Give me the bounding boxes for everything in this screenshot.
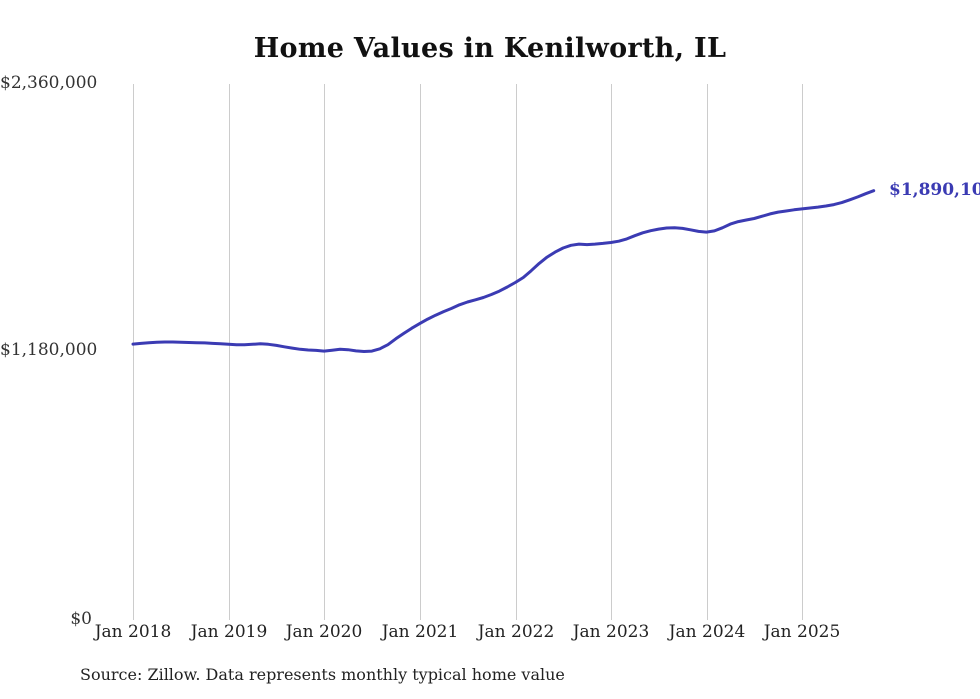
- x-tick-2022: Jan 2022: [477, 622, 555, 642]
- y-tick-mid: $1,180,000: [0, 340, 98, 360]
- gridline-2023: [611, 84, 612, 620]
- x-tick-2020: Jan 2020: [285, 622, 363, 642]
- gridline-2022: [516, 84, 517, 620]
- x-tick-2025: Jan 2025: [763, 622, 841, 642]
- x-tick-2018: Jan 2018: [94, 622, 172, 642]
- source-note: Source: Zillow. Data represents monthly …: [80, 665, 565, 684]
- x-tick-2024: Jan 2024: [668, 622, 746, 642]
- y-tick-zero: $0: [70, 609, 92, 629]
- gridline-2018: [133, 84, 134, 620]
- chart-title: Home Values in Kenilworth, IL: [253, 33, 727, 64]
- x-tick-2021: Jan 2021: [381, 622, 459, 642]
- y-tick-max: $2,360,000: [0, 73, 98, 93]
- value-line: [131, 189, 876, 353]
- end-value-label: $1,890,109: [889, 179, 980, 200]
- gridline-2024: [707, 84, 708, 620]
- gridline-2021: [420, 84, 421, 620]
- gridline-2025: [802, 84, 803, 620]
- gridline-2020: [324, 84, 325, 620]
- x-tick-2023: Jan 2023: [572, 622, 650, 642]
- gridline-2019: [229, 84, 230, 620]
- x-tick-2019: Jan 2019: [190, 622, 268, 642]
